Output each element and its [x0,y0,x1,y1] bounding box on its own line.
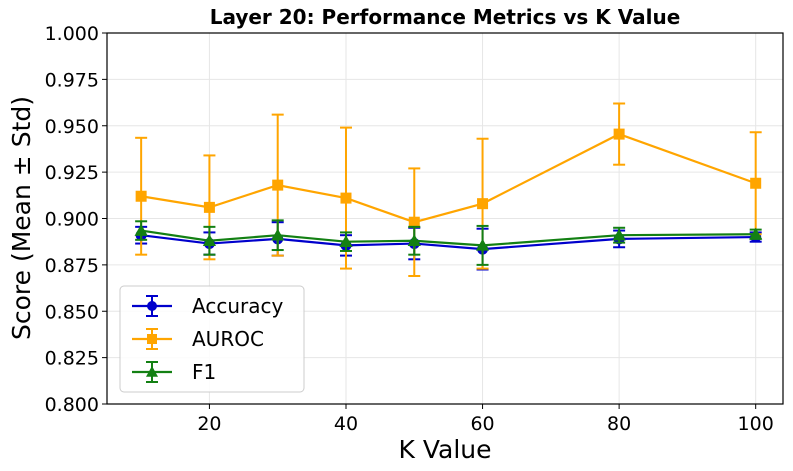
y-tick-label: 0.950 [45,116,99,138]
legend-label-accuracy: Accuracy [192,294,283,318]
auroc-point [750,177,762,189]
series-f1 [134,219,763,266]
f1-point [339,235,353,247]
y-tick-label: 0.925 [45,162,99,184]
ticks: 20 40 60 80 100 0.800 0.825 0.850 0.875 0.900 0.92… [45,23,774,435]
y-tick-label: 0.800 [45,394,99,416]
auroc-point [135,190,147,202]
accuracy-line [141,234,756,251]
f1-point [475,238,490,251]
f1-point [134,223,148,236]
auroc-point [477,198,489,210]
y-tick-label: 0.850 [45,301,99,323]
legend-marker-accuracy [147,301,157,311]
f1-line [140,229,756,247]
f1-point [202,234,217,247]
y-tick-label: 0.900 [45,209,99,231]
series-auroc [135,102,762,278]
legend-marker-auroc [147,334,157,344]
auroc-line [140,132,757,224]
legend-label-f1: F1 [192,360,216,384]
series-layer [134,102,763,278]
y-tick-label: 1.000 [45,23,99,45]
chart-title: Layer 20: Performance Metrics vs K Value [210,5,681,29]
x-tick-label: 40 [334,413,358,435]
y-axis-label: Score (Mean ± Std) [7,96,36,340]
y-tick-label: 0.975 [45,69,99,91]
legend: Accuracy AUROC F1 [119,285,305,393]
auroc-point [408,216,420,228]
auroc-point [613,128,625,140]
x-tick-label: 60 [470,413,494,435]
auroc-point [203,201,215,213]
legend-frame [119,285,305,393]
legend-marker-f1 [146,366,158,377]
auroc-point [272,179,284,191]
legend-label-auroc: AUROC [192,327,264,351]
x-tick-label: 20 [197,413,221,435]
x-tick-label: 80 [607,413,631,435]
x-axis-label: K Value [399,435,492,464]
f1-point [749,227,763,240]
auroc-point [340,192,352,204]
f1-point [271,228,285,241]
f1-point [612,228,626,241]
y-tick-label: 0.825 [45,348,99,370]
x-tick-label: 100 [738,413,774,435]
y-tick-label: 0.875 [45,255,99,277]
f1-point [407,234,421,247]
